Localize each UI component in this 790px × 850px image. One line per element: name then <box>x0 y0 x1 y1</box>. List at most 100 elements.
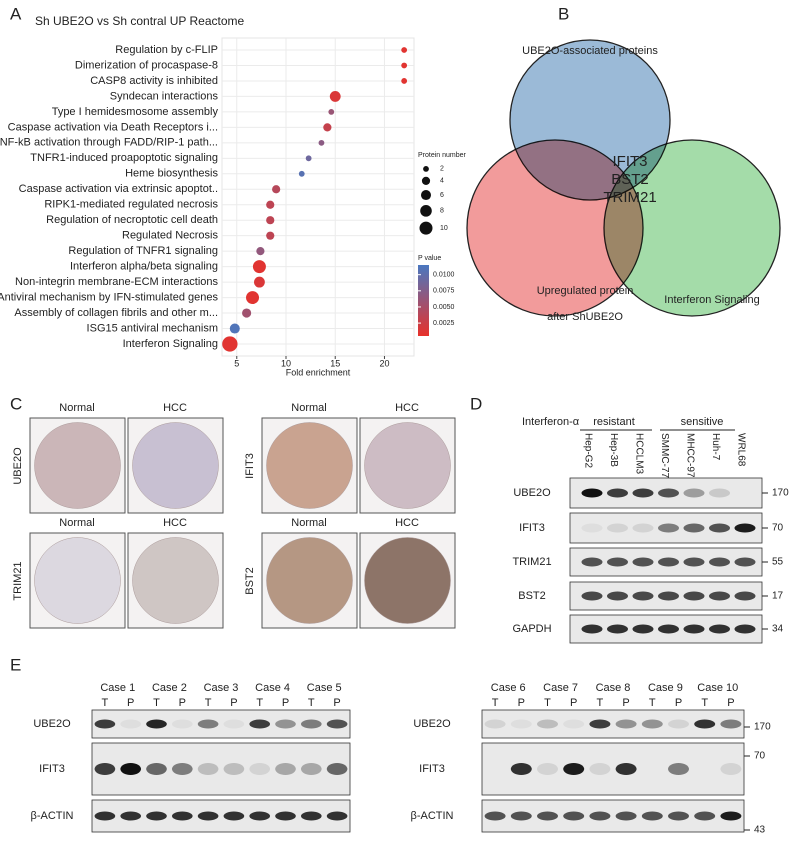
dot <box>246 291 260 305</box>
panel-label: A <box>10 4 22 23</box>
category-label: Caspase activation via Death Receptors i… <box>8 121 218 133</box>
band <box>510 763 532 775</box>
cell-line-label: Huh-7 <box>710 433 721 461</box>
band <box>275 811 296 821</box>
category-label: Non-integrin membrane-ECM interactions <box>15 276 218 288</box>
case-label: Case 3 <box>204 682 239 694</box>
band <box>607 557 628 567</box>
case-label: Case 7 <box>543 682 578 694</box>
category-label: Type I hemidesmosome assembly <box>52 106 219 118</box>
venn-set-label: after ShUBE2O <box>547 311 623 323</box>
ihc-core <box>34 422 121 509</box>
ihc-column-label: Normal <box>291 517 326 529</box>
band <box>300 811 322 821</box>
lane-label: T <box>153 697 160 709</box>
ihc-column-label: HCC <box>163 517 187 529</box>
x-tick-label: 10 <box>281 358 291 368</box>
band <box>249 763 271 775</box>
lane-label: T <box>102 697 109 709</box>
panel-label: B <box>558 4 569 23</box>
color-bar <box>418 265 429 336</box>
band <box>632 591 654 601</box>
venn-intersection: IFIT3 <box>612 153 647 170</box>
band <box>683 591 705 601</box>
band <box>326 763 348 775</box>
cell-line-label: MHCC-97H <box>684 433 695 485</box>
band <box>694 811 716 821</box>
band <box>668 811 689 821</box>
band <box>223 811 245 821</box>
protein-label: UBE2O <box>413 718 451 730</box>
category-label: ISG15 antiviral mechanism <box>87 322 218 334</box>
lane-label: P <box>230 697 237 709</box>
plot-area <box>221 37 415 357</box>
color-tick-label: 0.0100 <box>433 272 455 279</box>
band <box>120 763 142 775</box>
band <box>275 763 296 775</box>
band <box>632 624 654 634</box>
band <box>668 719 689 729</box>
band <box>197 719 219 729</box>
band <box>300 763 322 775</box>
lane-label: P <box>333 697 340 709</box>
protein-label: β-ACTIN <box>31 810 74 822</box>
lane-label: P <box>127 697 134 709</box>
dot <box>242 308 252 318</box>
size-legend-label: 10 <box>440 225 448 232</box>
ihc-column-label: HCC <box>395 517 419 529</box>
dot <box>253 276 265 288</box>
band <box>589 763 611 775</box>
mw-label: 17 <box>772 591 784 602</box>
category-label: Regulation of TNFR1 signaling <box>68 245 218 257</box>
lane-label: P <box>622 697 629 709</box>
case-label: Case 8 <box>596 682 631 694</box>
band <box>709 624 730 634</box>
lane-label: T <box>256 697 263 709</box>
protein-label: UBE2O <box>513 487 551 499</box>
category-label: Dimerization of procaspase-8 <box>75 59 218 71</box>
band <box>484 811 506 821</box>
band <box>709 557 730 567</box>
size-legend-label: 8 <box>440 208 444 215</box>
color-tick-label: 0.0050 <box>433 304 455 311</box>
size-legend-dot <box>421 176 431 185</box>
lane-label: P <box>675 697 682 709</box>
band <box>563 811 585 821</box>
band <box>683 488 705 498</box>
band <box>668 763 689 775</box>
case-label: Case 9 <box>648 682 683 694</box>
ihc-core <box>266 537 353 624</box>
band <box>658 624 679 634</box>
venn-intersection: BST2 <box>611 171 649 188</box>
category-label: Heme biosynthesis <box>125 168 218 180</box>
panel-label: C <box>10 394 22 413</box>
size-legend-dot <box>423 166 429 172</box>
band <box>581 488 603 498</box>
chart-title: Sh UBE2O vs Sh contral UP Reactome <box>35 14 245 28</box>
band <box>694 719 716 729</box>
band <box>734 591 756 601</box>
band <box>641 811 663 821</box>
group-label: resistant <box>593 416 635 428</box>
lane-label: T <box>308 697 315 709</box>
size-legend-dot <box>420 189 432 201</box>
band <box>249 719 271 729</box>
protein-label: IFIT3 <box>519 522 545 534</box>
size-legend-title: Protein number <box>418 152 467 159</box>
mw-label: 55 <box>772 557 784 568</box>
band <box>658 523 679 533</box>
category-label: Assembly of collagen fibrils and other m… <box>14 307 218 319</box>
band <box>223 719 245 729</box>
ihc-core <box>34 537 121 624</box>
band <box>720 719 742 729</box>
band <box>510 811 532 821</box>
case-label: Case 6 <box>491 682 526 694</box>
band <box>300 719 322 729</box>
ihc-core <box>132 537 219 624</box>
band <box>326 719 348 729</box>
band <box>146 719 167 729</box>
band <box>709 488 730 498</box>
band <box>581 523 603 533</box>
band <box>683 523 705 533</box>
band <box>720 763 742 775</box>
